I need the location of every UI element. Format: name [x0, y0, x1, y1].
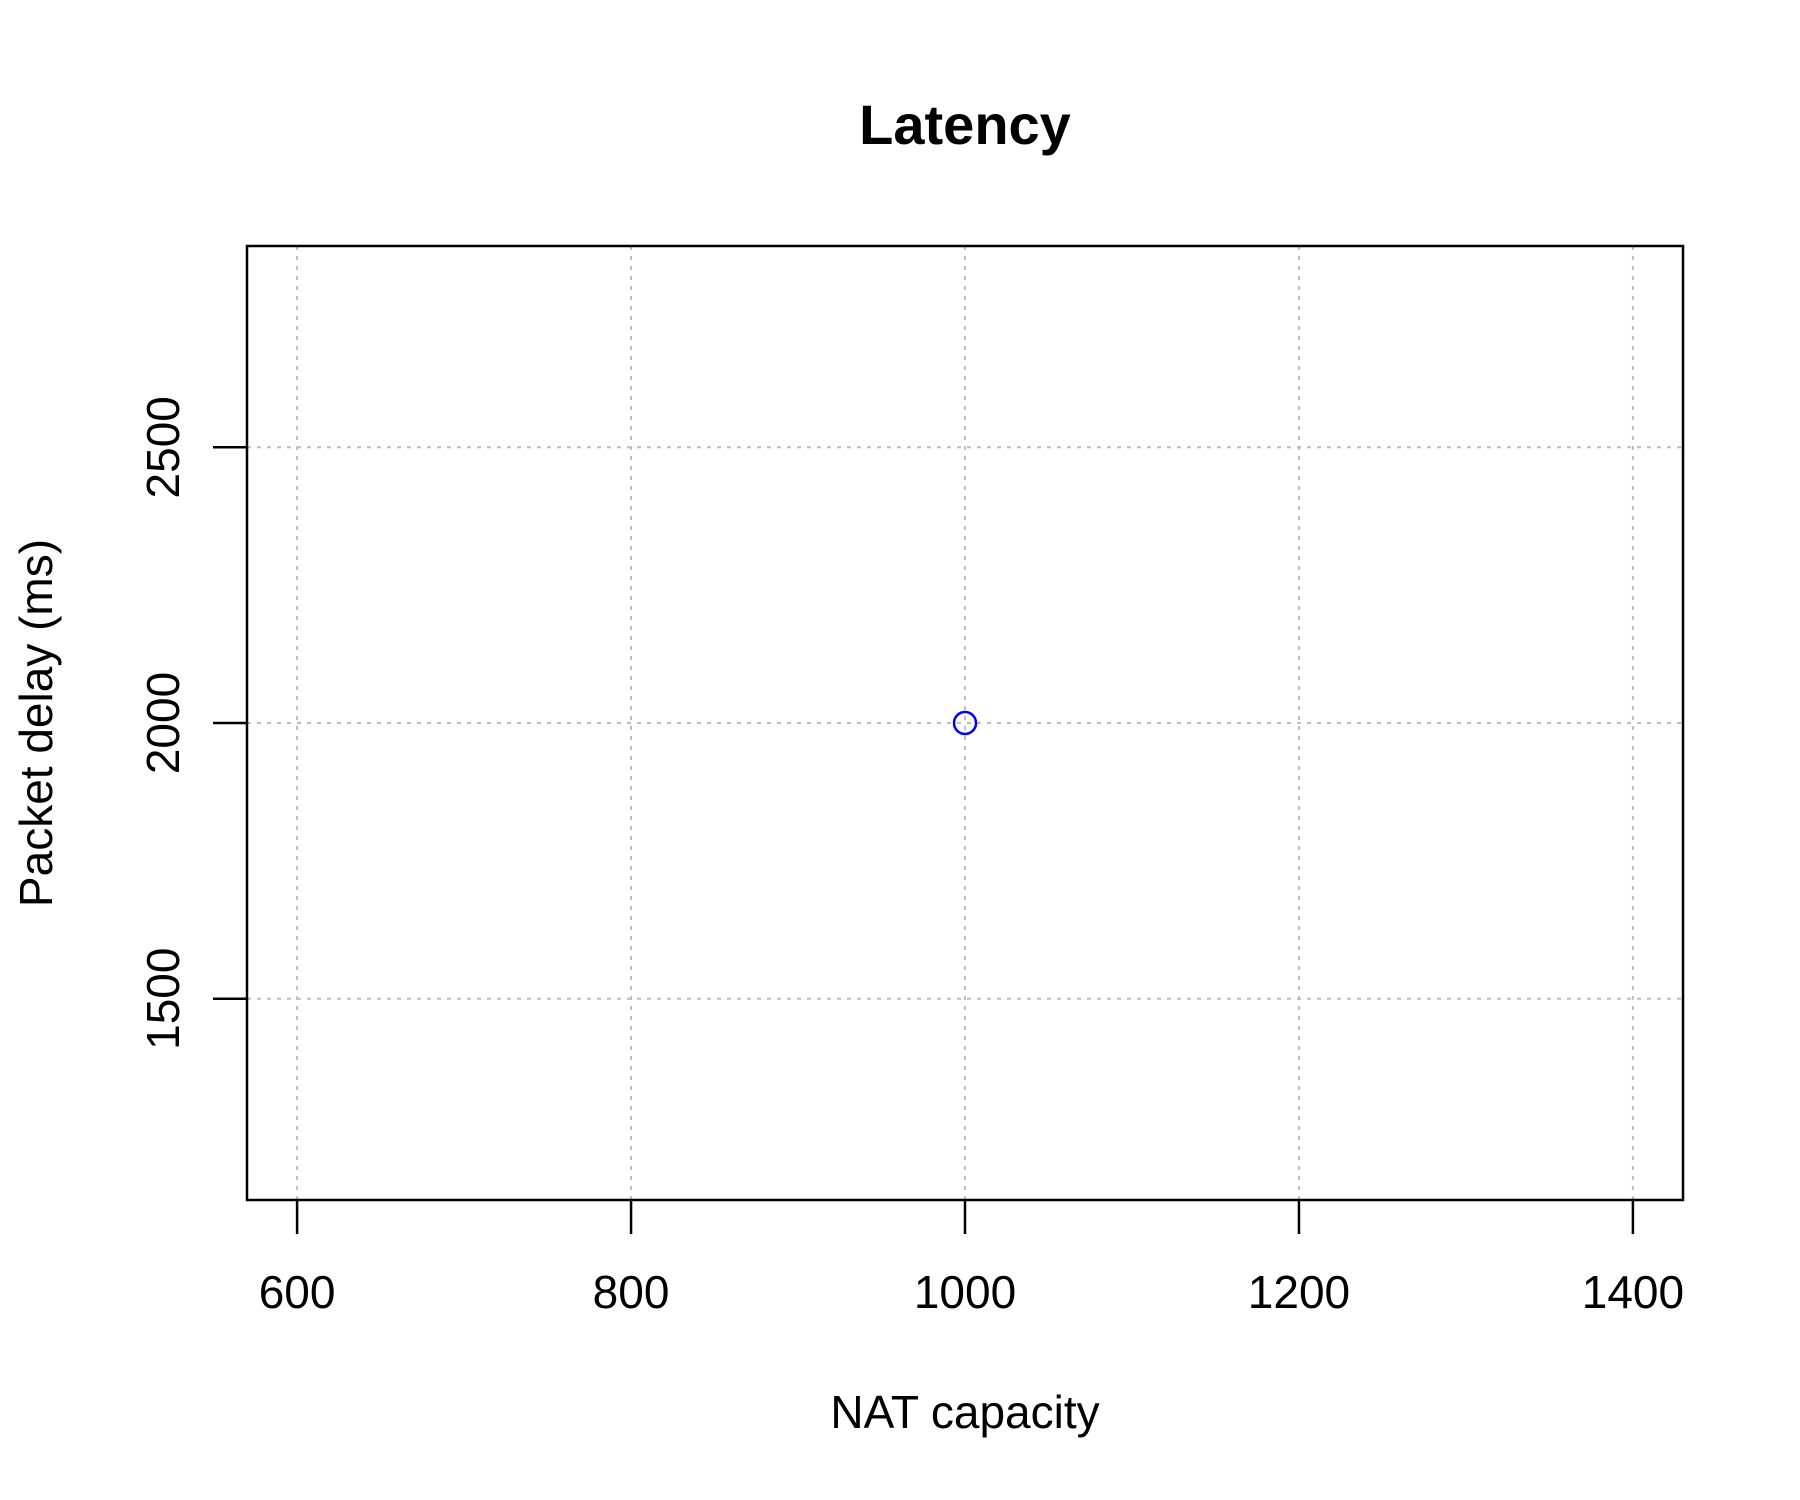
y-tick-label: 1500: [137, 948, 189, 1050]
y-axis: 1500 2000 2500: [137, 396, 247, 1050]
x-tick-label: 800: [593, 1266, 670, 1318]
chart-title: Latency: [859, 93, 1071, 156]
x-tick-label: 1200: [1248, 1266, 1350, 1318]
y-tick-label: 2500: [137, 396, 189, 498]
y-tick-label: 2000: [137, 672, 189, 774]
y-axis-label: Packet delay (ms): [10, 539, 62, 907]
x-tick-label: 1000: [914, 1266, 1016, 1318]
x-tick-label: 600: [259, 1266, 336, 1318]
data-point: [952, 710, 978, 736]
points-layer: [952, 710, 978, 736]
x-tick-label: 1400: [1582, 1266, 1684, 1318]
x-axis-label: NAT capacity: [830, 1386, 1099, 1438]
x-axis: 600 800 1000 1200 1400: [259, 1200, 1684, 1318]
grid-layer: [247, 246, 1683, 1200]
